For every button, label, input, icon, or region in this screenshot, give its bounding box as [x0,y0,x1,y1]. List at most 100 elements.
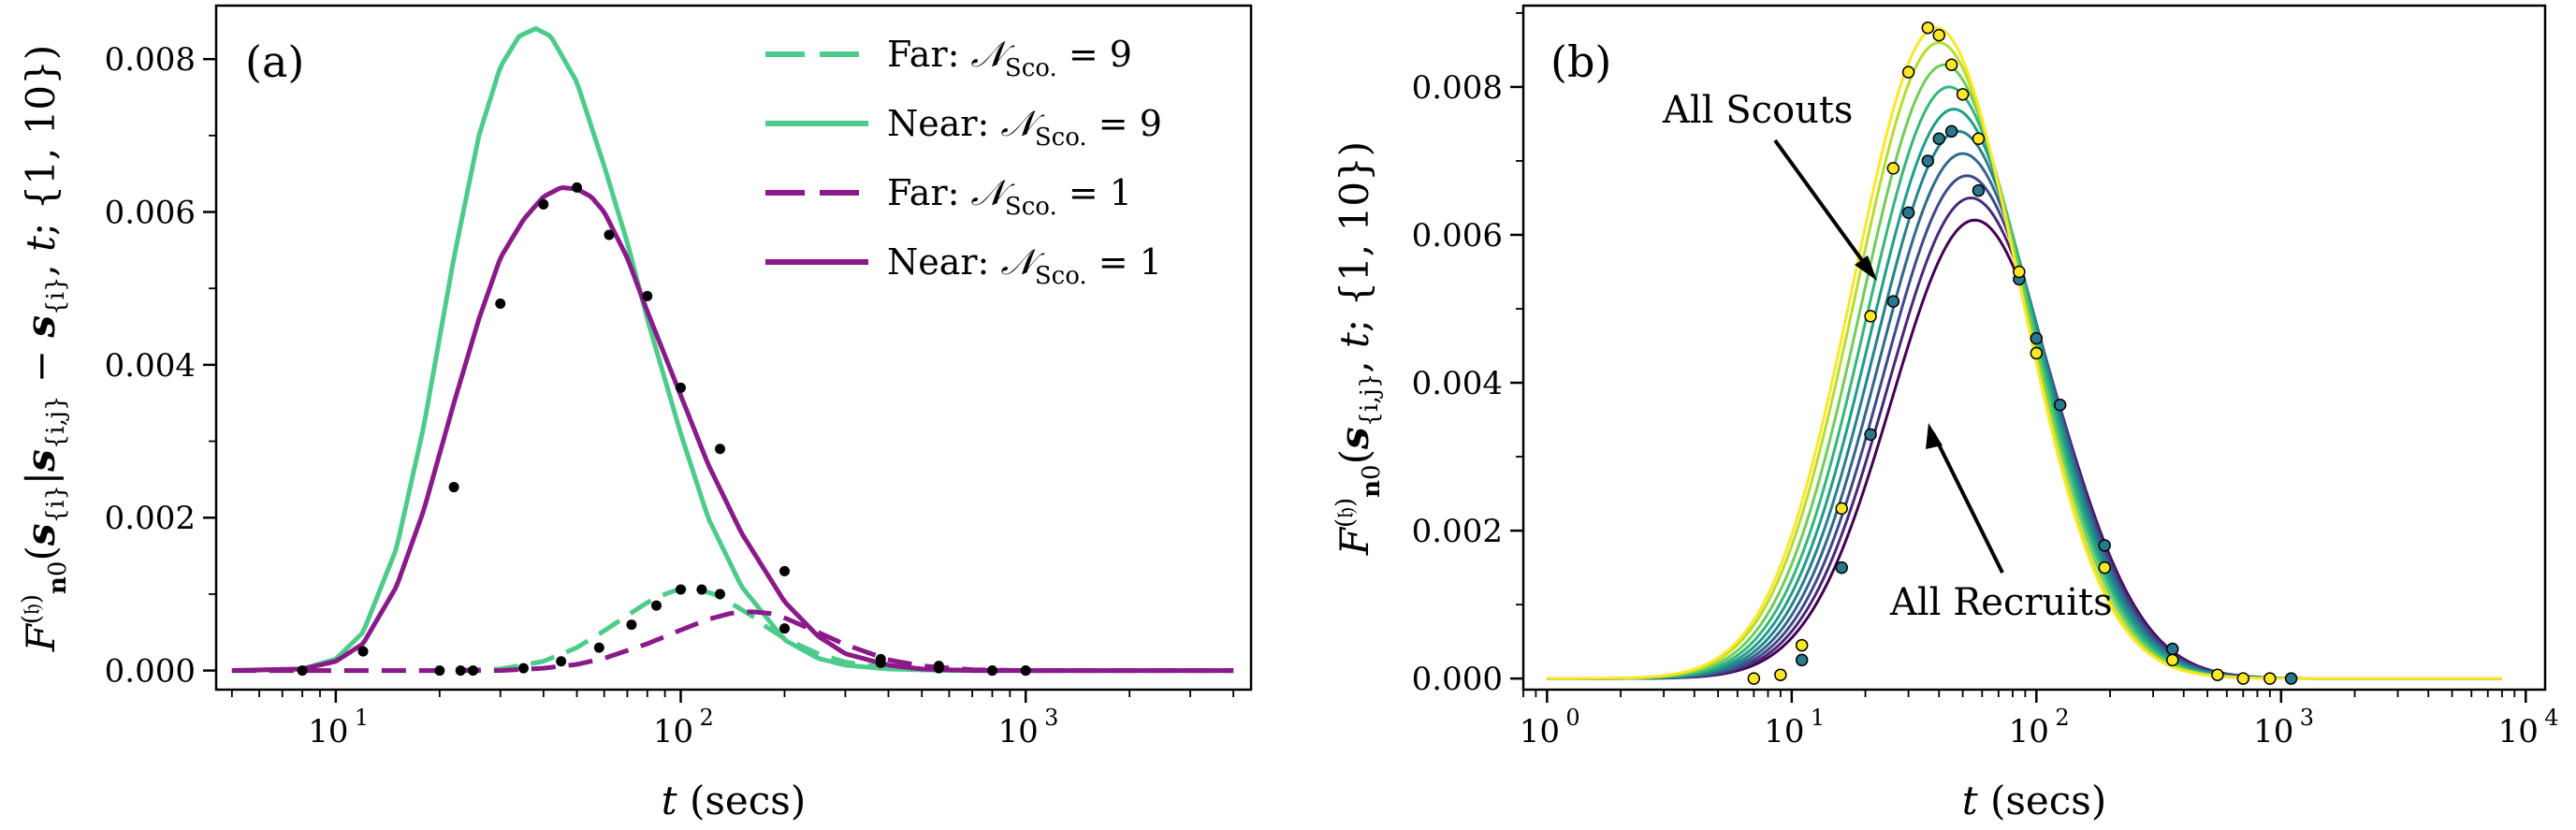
panel-a-marker [933,661,944,672]
panel-a-marker [495,299,506,310]
panel-a-marker [875,653,886,664]
panel-b-marker-scouts [2263,672,2277,685]
panel-b-marker-recruits [1864,428,1877,442]
panel-a-legend: Far: 𝒩Sco. = 9 Near: 𝒩Sco. = 9 Far: 𝒩Sco. … [765,34,1162,290]
panel-a-marker [297,665,308,677]
panel-b-marker-scouts [1795,638,1809,652]
panel-b-marker-recruits [2166,642,2179,656]
panel-b-marker-recruits [1835,561,1848,575]
panel-a-marker [434,665,445,677]
panel-b-ytick-label: 0.000 [1412,661,1503,698]
panel-b-marker-recruits [2284,672,2298,685]
legend-label-3: Near: 𝒩Sco. = 1 [887,241,1162,290]
panel-b-xtick-exponent: 2 [2055,705,2069,731]
panel-a-xtick-label: 10 [998,713,1039,750]
annotation-all-recruits-arrow [1931,432,2004,574]
panel-a-marker [357,646,369,657]
panel-a-marker [626,619,637,631]
panel-b-marker-recruits [1921,154,1935,167]
panel-b-marker-recruits [2098,539,2111,552]
panel-a-marker [642,290,653,301]
panel-a-marker [455,665,466,677]
panel-b-marker-recruits [1795,653,1809,667]
annotation-all-scouts-arrowhead [1855,255,1877,281]
panel-a-frame [214,4,1253,692]
panel-b-marker-recruits [1901,206,1915,220]
panel-a-ytick-label: 0.004 [105,347,196,385]
panel-a-series-line-3 [231,184,1234,674]
legend-label-2: Far: 𝒩Sco. = 1 [887,172,1132,221]
panel-a-marker [572,182,583,193]
panel-b-xtick-exponent: 4 [2544,705,2558,731]
panel-b-marker-recruits [2053,398,2067,412]
panel-a-xlabel: t (secs) [662,778,807,823]
panel-b-xtick-exponent: 1 [1811,705,1825,731]
panel-a-label: (a) [245,36,304,87]
panel-a-ytick-label: 0.002 [105,500,196,537]
panel-b-xtick-label: 10 [1764,713,1804,750]
panel-a-marker [715,589,726,600]
panel-b-marker-recruits [1932,132,1946,145]
annotation-all-recruits: All Recruits [1889,581,2113,624]
panel-b-frame [1521,4,2547,692]
panel-a-xtick-exponent: 1 [355,705,369,731]
panel-b-plot-area [1547,21,2502,685]
panel-a-marker [468,665,479,677]
panel-b-marker-scouts [1864,310,1877,323]
panel-a-marker [604,229,615,240]
panel-b-marker-scouts [1774,668,1787,681]
panel-b-xtick-exponent: 3 [2300,705,2314,731]
panel-b-xtick-label: 10 [2009,713,2049,750]
panel-b-marker-scouts [1901,66,1915,79]
panel-b-xtick-label: 10 [2253,713,2293,750]
panel-a-xtick-label: 10 [653,713,693,750]
panel-b-marker-scouts [1956,88,1970,101]
panel-b-marker-scouts [1886,162,1900,175]
panel-a-xtick-exponent: 3 [1044,705,1058,731]
panel-b-marker-recruits [2030,331,2044,345]
panel-a-marker [650,600,662,611]
panel-a-marker [556,656,567,667]
panel-b-marker-scouts [2166,653,2179,667]
panel-a-plot-area [231,25,1234,677]
panel-b-xtick-exponent: 0 [1565,705,1579,731]
panel-a-ylabel: F(𝔥)n0(s{i}|s{i,j} − s{i}, t; {1, 10}) [18,45,72,653]
panel-a-xtick-exponent: 2 [700,705,714,731]
panel-b: 10 0 10 1 10 2 10 3 10 40.0000.0020.0040.0060.008… [1332,4,2559,823]
panel-b-marker-scouts [1944,58,1958,71]
panel-b-marker-scouts [1921,21,1935,35]
legend-label-0: Far: 𝒩Sco. = 9 [887,34,1132,82]
panel-b-marker-recruits [1944,124,1958,138]
panel-b-marker-scouts [1932,28,1946,42]
panel-b-marker-scouts [2098,561,2111,575]
panel-b-marker-scouts [1747,672,1761,685]
panel-a-marker [676,584,687,595]
panel-b-marker-scouts [2236,672,2250,685]
panel-b-marker-scouts [2030,346,2044,360]
panel-a-ytick-label: 0.008 [105,41,196,79]
panel-a-marker [538,198,549,210]
panel-b-marker-recruits [1886,295,1900,308]
panel-a-xtick-label: 10 [308,713,348,750]
panel-b-marker-scouts [1835,502,1848,516]
legend-label-1: Near: 𝒩Sco. = 9 [887,103,1162,152]
panel-b-marker-scouts [2013,265,2026,279]
panel-a-ytick-label: 0.006 [105,195,196,232]
panel-b-ytick-label: 0.008 [1412,69,1503,107]
panel-a-marker [696,584,707,595]
panel-b-ytick-label: 0.002 [1412,513,1503,550]
panel-b-xlabel: t (secs) [1962,778,2107,823]
panel-b-marker-scouts [1972,132,1986,145]
panel-b-curve-9 [1547,26,2502,680]
panel-a-marker [1020,665,1031,677]
panel-a-ytick-label: 0.000 [105,653,196,691]
panel-a-marker [779,565,790,576]
panel-b-ylabel: F(𝔥)n0(s{i,j}, t; {1, 10}) [1332,141,1386,556]
panel-b-xtick-label: 10 [1520,713,1560,750]
panel-b-marker-scouts [2211,668,2224,681]
panel-a-series-line-2 [231,609,1234,674]
